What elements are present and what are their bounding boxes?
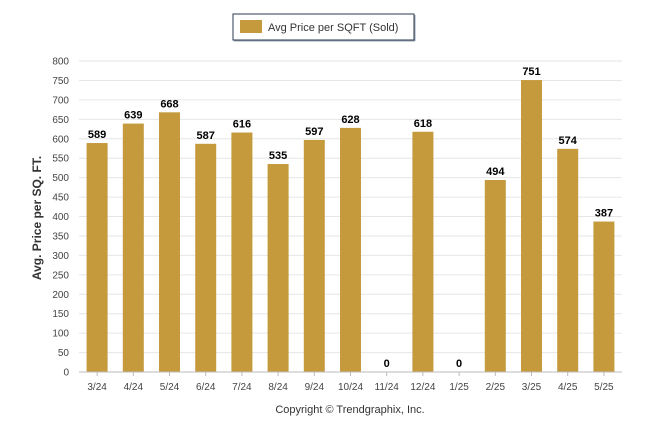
legend: Avg Price per SQFT (Sold) xyxy=(232,13,416,42)
y-tick-label: 400 xyxy=(52,212,69,223)
bar-value-label: 494 xyxy=(486,166,505,178)
y-axis-ticks: 0 50 100 150 200 250 300 350 400 450 500 550 600 650 7… xyxy=(52,57,69,379)
x-tick-label: 3/25 xyxy=(522,382,542,393)
bar-value-label: 387 xyxy=(595,208,613,220)
x-tick-label: 9/24 xyxy=(305,382,325,393)
x-tick-label: 6/24 xyxy=(196,382,216,393)
x-tick-label: 11/24 xyxy=(375,382,400,393)
y-tick-label: 650 xyxy=(52,115,69,126)
x-tick-label: 1/25 xyxy=(449,382,469,393)
bar xyxy=(484,179,506,372)
bar xyxy=(231,132,253,372)
x-tick-label: 5/25 xyxy=(594,382,614,393)
bar xyxy=(303,139,325,372)
x-axis-ticks: 3/24 4/24 5/24 6/24 7/24 8/24 9/24 10/24 11/24 12… xyxy=(87,372,614,393)
y-tick-label: 800 xyxy=(52,57,69,68)
bar xyxy=(521,80,542,372)
x-tick-label: 2/25 xyxy=(486,382,506,393)
legend-label: Avg Price per SQFT (Sold) xyxy=(268,22,398,34)
bar-value-label: 574 xyxy=(559,135,578,147)
y-tick-label: 350 xyxy=(52,231,69,242)
bar-value-label: 587 xyxy=(197,130,215,142)
bar xyxy=(267,164,289,372)
bar xyxy=(195,143,217,372)
x-tick-label: 4/24 xyxy=(124,382,144,393)
y-tick-label: 700 xyxy=(52,95,69,106)
bar-value-label: 618 xyxy=(414,118,432,130)
x-tick-label: 12/24 xyxy=(410,382,435,393)
bar xyxy=(557,148,579,372)
y-tick-label: 0 xyxy=(63,368,69,379)
bar-value-label: 628 xyxy=(341,114,359,126)
bar xyxy=(86,143,108,372)
y-tick-label: 250 xyxy=(52,270,69,281)
y-tick-label: 100 xyxy=(52,329,69,340)
bar-value-label: 589 xyxy=(88,129,106,141)
y-tick-label: 500 xyxy=(52,173,69,184)
bar-value-label: 751 xyxy=(522,66,540,78)
bar xyxy=(122,123,144,373)
y-tick-label: 600 xyxy=(52,134,69,145)
bar-value-label: 639 xyxy=(124,110,142,122)
y-tick-label: 150 xyxy=(52,309,69,320)
bar xyxy=(159,112,180,372)
y-tick-label: 550 xyxy=(52,154,69,165)
copyright-text: Copyright © Trendgraphix, Inc. xyxy=(275,404,424,416)
bar-value-label: 616 xyxy=(233,119,251,131)
bar xyxy=(340,127,361,373)
y-tick-label: 50 xyxy=(58,348,70,359)
bar xyxy=(593,221,615,372)
bar-value-label: 0 xyxy=(384,358,390,370)
x-tick-label: 7/24 xyxy=(232,382,252,393)
y-tick-label: 200 xyxy=(52,290,69,301)
x-tick-label: 4/25 xyxy=(558,382,578,393)
bar xyxy=(412,131,434,372)
bars: 589 639 668 587 616 535 597 628 0 618 0 494 751 574 38… xyxy=(86,66,615,373)
legend-swatch xyxy=(240,20,262,33)
bar-value-label: 535 xyxy=(269,150,287,162)
bar-value-label: 597 xyxy=(305,126,323,138)
x-tick-label: 8/24 xyxy=(268,382,288,393)
x-tick-label: 5/24 xyxy=(160,382,180,393)
x-tick-label: 10/24 xyxy=(338,382,363,393)
x-tick-label: 3/24 xyxy=(87,382,107,393)
bar-value-label: 668 xyxy=(160,98,178,110)
bar-value-label: 0 xyxy=(456,358,462,370)
y-tick-label: 750 xyxy=(52,76,69,87)
y-tick-label: 300 xyxy=(52,251,69,262)
y-tick-label: 450 xyxy=(52,193,69,204)
y-axis-label: Avg. Price per SQ. FT. xyxy=(30,156,44,280)
